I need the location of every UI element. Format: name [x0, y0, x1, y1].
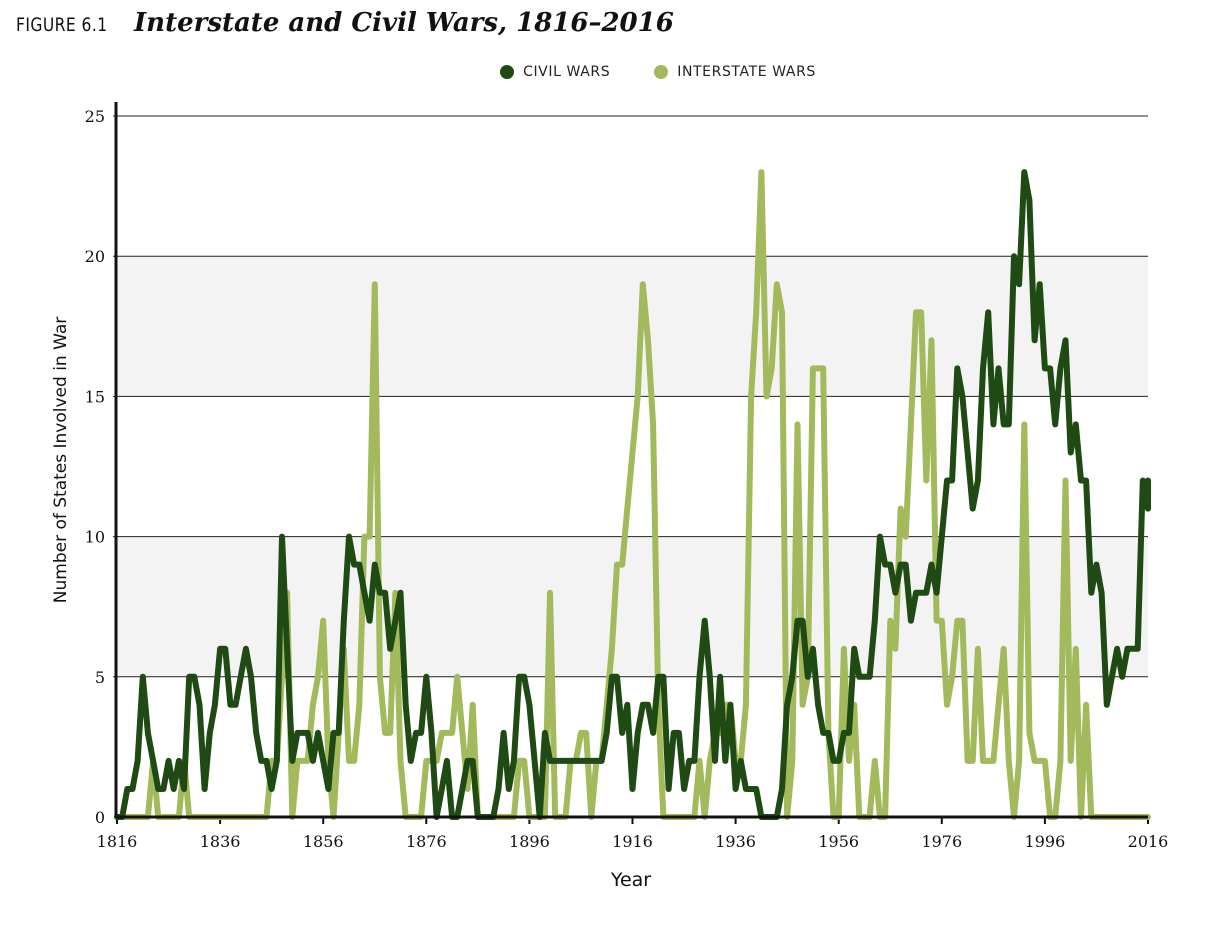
legend-marker-interstate: [654, 65, 669, 79]
legend-marker-civil: [500, 65, 515, 79]
chart-legend: CIVIL WARS INTERSTATE WARS: [0, 64, 1206, 80]
y-tick-labels: 0 5 10 15 20 25: [85, 107, 105, 827]
series-line-civil-wars: [114, 169, 1151, 820]
y-tick-label: 15: [85, 387, 105, 406]
figure-label: FIGURE 6.1: [16, 14, 108, 36]
x-axis-label: Year: [610, 869, 651, 891]
x-tick-label: 1956: [818, 832, 859, 851]
legend-label-interstate: INTERSTATE WARS: [677, 64, 816, 80]
legend-label-civil: CIVIL WARS: [523, 64, 611, 80]
x-tick-label: 1916: [612, 832, 653, 851]
y-tick-label: 10: [85, 528, 105, 547]
legend-item-interstate: INTERSTATE WARS: [654, 64, 816, 80]
x-tick-label: 2016: [1128, 832, 1169, 851]
x-tick-label: 1876: [406, 832, 447, 851]
x-tick-label: 1936: [715, 832, 756, 851]
x-tick-labels: 1816 1836 1856 1876 1896 1916 1936 1956 1976 1996…: [97, 817, 1169, 851]
y-tick-label: 5: [95, 668, 105, 687]
x-tick-label: 1836: [200, 832, 241, 851]
shaded-band-0: [117, 536, 1148, 677]
x-tick-label: 1976: [921, 832, 962, 851]
y-tick-label: 25: [85, 107, 105, 126]
x-tick-label: 1996: [1025, 832, 1066, 851]
y-tick-label: 20: [85, 247, 105, 266]
x-tick-label: 1816: [97, 832, 138, 851]
shaded-band-1: [117, 256, 1148, 397]
x-tick-label: 1896: [509, 832, 550, 851]
x-tick-label: 1856: [303, 832, 344, 851]
series-lines: [114, 169, 1151, 820]
y-axis-label: Number of States Involved in War: [51, 317, 71, 603]
chart-title: Interstate and Civil Wars, 1816–2016: [134, 8, 674, 38]
legend-item-civil: CIVIL WARS: [500, 64, 610, 80]
y-tick-label: 0: [95, 808, 105, 827]
figure-header: FIGURE 6.1 Interstate and Civil Wars, 18…: [16, 8, 674, 44]
